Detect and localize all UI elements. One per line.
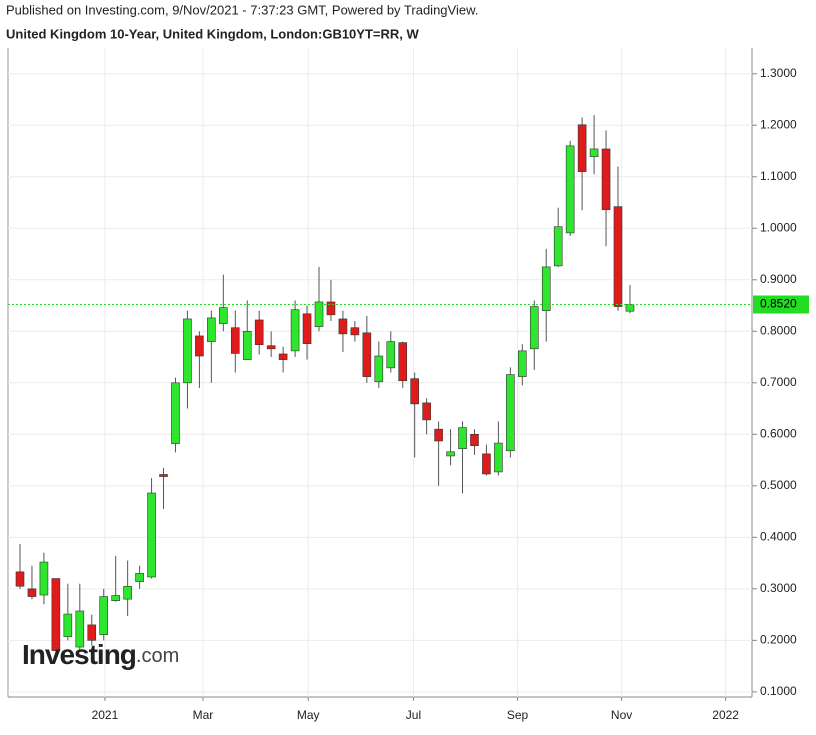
price-label: 0.8520 (760, 297, 797, 311)
y-tick-label: 0.3000 (760, 581, 797, 595)
candle-body (111, 595, 120, 601)
y-tick-label: 1.3000 (760, 66, 797, 80)
candle-body (15, 571, 25, 587)
candle-body (266, 345, 276, 350)
candle-body (39, 561, 49, 596)
x-tick-label: Nov (611, 708, 632, 722)
candle-body (159, 474, 168, 477)
candle-body (278, 353, 288, 360)
y-tick-label: 1.0000 (760, 220, 797, 234)
candle-body (290, 309, 300, 352)
candle-body (589, 148, 599, 157)
candle-body (63, 613, 73, 638)
candle-body (195, 335, 204, 357)
candle-body (374, 355, 384, 383)
watermark: Investing.com (22, 639, 179, 670)
candle-body (135, 573, 144, 582)
candle-body (326, 301, 336, 316)
y-tick-label: 1.2000 (760, 117, 797, 131)
candle-body (230, 327, 240, 354)
y-tick-label: 0.5000 (760, 478, 797, 492)
candle-body (99, 596, 109, 635)
candle-body (422, 402, 431, 421)
y-tick-label: 0.6000 (760, 426, 797, 440)
candle-body (613, 206, 623, 307)
candle-body (553, 226, 563, 267)
candle-body (565, 145, 575, 234)
candle-body (254, 319, 264, 345)
candle-body (219, 307, 228, 324)
candle-body (27, 588, 37, 597)
x-tick-label: May (297, 708, 320, 722)
candles (15, 114, 635, 654)
candle-body (577, 124, 587, 172)
candle-body (518, 350, 527, 377)
x-tick-label: 2022 (712, 708, 739, 722)
y-tick-label: 0.9000 (760, 272, 797, 286)
candle-body (123, 585, 132, 600)
y-tick-label: 1.1000 (760, 169, 797, 183)
candle-body (87, 624, 97, 641)
published-note: Published on Investing.com, 9/Nov/2021 -… (6, 2, 478, 17)
y-tick-label: 0.8000 (760, 323, 797, 337)
watermark-suffix: .com (136, 645, 179, 667)
candle-body (482, 453, 491, 475)
candle-body (470, 434, 479, 446)
candle-body (625, 304, 635, 312)
y-tick-label: 0.1000 (760, 684, 797, 698)
watermark-main: Investing (22, 639, 136, 670)
candle-body (541, 266, 551, 311)
y-tick-label: 0.2000 (760, 633, 797, 647)
candle-body (386, 341, 396, 369)
candle-body (207, 317, 216, 342)
candle-body (147, 492, 156, 578)
candle-body (183, 318, 192, 384)
candle-body (494, 442, 503, 473)
y-tick-label: 0.7000 (760, 375, 797, 389)
x-tick-label: 2021 (92, 708, 119, 722)
candle-body (410, 378, 419, 405)
chart-title: United Kingdom 10-Year, United Kingdom, … (6, 26, 419, 41)
grid (8, 48, 752, 697)
candle-body (314, 301, 324, 327)
candle-body (242, 330, 252, 360)
candle-body (51, 578, 61, 651)
candle-body (171, 382, 180, 444)
candle-body (446, 451, 455, 457)
candle-body (529, 306, 539, 350)
candle-body (434, 428, 443, 442)
candle-body (362, 332, 372, 377)
x-tick-label: Sep (507, 708, 529, 722)
x-tick-label: Mar (193, 708, 214, 722)
candle-body (75, 610, 85, 648)
candle-body (398, 342, 408, 382)
candle-body (338, 318, 348, 335)
candle-body (506, 374, 515, 452)
candle-body (601, 148, 611, 211)
candle-body (458, 427, 467, 450)
price-label-box (753, 295, 809, 314)
x-tick-label: Jul (406, 708, 421, 722)
candle-body (350, 327, 360, 336)
y-tick-label: 0.4000 (760, 529, 797, 543)
candle-body (302, 313, 312, 344)
